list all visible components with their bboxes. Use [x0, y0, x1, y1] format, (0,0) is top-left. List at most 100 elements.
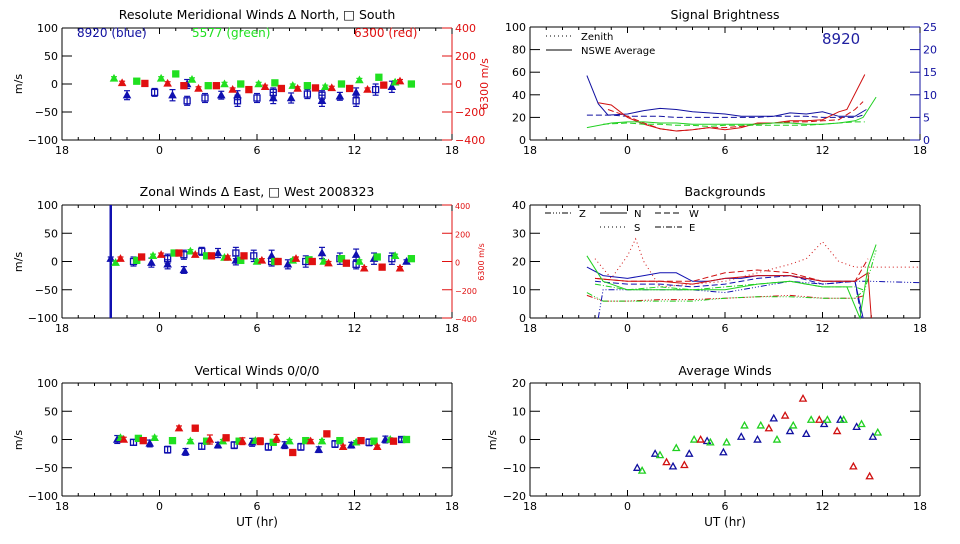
- vertical-panel: Vertical Winds 0/0/0 18 0 6 12 18−100−500501…: [12, 363, 459, 529]
- x-tick-label: 12: [348, 322, 362, 335]
- y-tick-label: 50: [44, 50, 58, 63]
- x-tick-label: 18: [913, 144, 927, 157]
- data-point-triangle: [213, 248, 223, 257]
- data-point-triangle: [150, 433, 159, 442]
- legend-w-label: W: [689, 209, 699, 220]
- x-tick-label: 18: [445, 500, 459, 513]
- data-point-square: [357, 436, 365, 445]
- y-tick-label: −10: [503, 462, 526, 475]
- data-point-triangle: [351, 250, 361, 258]
- data-point-square: [222, 434, 230, 442]
- data-point-square: [311, 84, 320, 92]
- data-point-triangle: [857, 419, 866, 428]
- zonal-panel: Zonal Winds Δ East, □ West 2008323 18 0 6 1…: [12, 184, 486, 335]
- data-point-square: [240, 252, 248, 260]
- data-point-triangle: [814, 415, 824, 423]
- data-point-triangle: [283, 259, 293, 268]
- data-point-square: [139, 436, 147, 445]
- y-tick-label: 10: [512, 405, 526, 418]
- data-point-triangle: [753, 434, 762, 443]
- data-point-triangle: [119, 434, 129, 443]
- data-point-triangle: [662, 457, 671, 466]
- y-tick-label: 40: [512, 89, 526, 102]
- data-point-triangle: [147, 258, 156, 266]
- data-point-triangle: [109, 73, 119, 82]
- data-point-triangle: [668, 461, 678, 470]
- data-point-triangle: [181, 447, 190, 456]
- y-tick-label: −50: [35, 106, 58, 119]
- data-point-triangle: [163, 259, 172, 268]
- data-point-square: [308, 257, 316, 266]
- data-point-triangle: [680, 460, 689, 469]
- data-point-triangle: [702, 436, 712, 445]
- data-point-square: [289, 448, 297, 457]
- y-tick-label: −50: [35, 462, 58, 475]
- data-point-triangle: [832, 426, 842, 435]
- annotation-6300-red: 6300 (red): [354, 26, 417, 40]
- y-tick-label: 0: [51, 256, 58, 269]
- data-point-triangle: [257, 255, 267, 264]
- data-point-square: [342, 259, 351, 267]
- x-tick-label: 0: [156, 144, 163, 157]
- y-tick-label: 20: [512, 256, 526, 269]
- legend-e-label: E: [689, 223, 695, 234]
- annotation-5577-green: 5577 (green): [192, 26, 270, 40]
- y2-tick-label: 400: [455, 22, 476, 35]
- legend-nswe-label: NSWE Average: [581, 46, 655, 57]
- data-point-triangle: [179, 265, 189, 274]
- data-point-triangle: [106, 254, 116, 262]
- series-line-5577-zenith: [603, 121, 865, 127]
- y-tick-label: 100: [37, 377, 58, 390]
- y-tick-label: −100: [28, 312, 58, 325]
- data-point-square: [303, 90, 312, 98]
- data-point-triangle: [395, 263, 405, 272]
- data-point-triangle: [254, 79, 263, 88]
- x-tick-label: 6: [254, 500, 261, 513]
- y2-tick-label: 200: [455, 230, 470, 239]
- data-point-triangle: [801, 429, 811, 438]
- data-point-triangle: [117, 78, 127, 87]
- data-point-triangle: [355, 75, 364, 84]
- data-point-triangle: [823, 415, 832, 423]
- data-point-triangle: [390, 251, 400, 260]
- y-tick-label: 0: [51, 434, 58, 447]
- data-point-square: [133, 77, 141, 85]
- data-point-square: [303, 82, 312, 90]
- data-point-triangle: [306, 436, 315, 445]
- y-tick-label: 0: [519, 434, 526, 447]
- data-point-triangle: [327, 83, 337, 92]
- data-point-triangle: [819, 419, 829, 428]
- data-point-square: [201, 94, 209, 102]
- data-point-square: [198, 442, 206, 450]
- x-tick-label: 12: [816, 322, 830, 335]
- y-tick-label: 20: [512, 377, 526, 390]
- average-ylabel: m/s: [486, 430, 499, 450]
- y-tick-label: 60: [512, 66, 526, 79]
- data-point-triangle: [233, 90, 242, 99]
- data-point-triangle: [288, 81, 298, 89]
- y-tick-label: 50: [44, 227, 58, 240]
- y2-tick-label: −200: [455, 287, 477, 296]
- x-tick-label: 18: [913, 322, 927, 335]
- y-tick-label: 20: [512, 111, 526, 124]
- series-line-8920-nswe: [586, 75, 867, 117]
- x-tick-label: 0: [156, 322, 163, 335]
- data-point-triangle: [637, 466, 647, 474]
- x-tick-label: 12: [348, 500, 362, 513]
- x-tick-label: 18: [445, 144, 459, 157]
- data-point-triangle: [798, 393, 808, 402]
- data-point-triangle: [317, 96, 327, 105]
- data-point-square: [198, 247, 206, 255]
- data-point-triangle: [387, 82, 397, 91]
- y-tick-label: 50: [44, 405, 58, 418]
- data-point-triangle: [163, 78, 172, 87]
- series-line-5577-z: [586, 250, 877, 302]
- x-tick-label: 6: [722, 144, 729, 157]
- zonal-ylabel: m/s: [12, 252, 25, 272]
- series-line-6300-zenith: [607, 101, 864, 132]
- data-point-triangle: [363, 85, 372, 93]
- data-point-square: [337, 80, 346, 88]
- x-tick-label: 18: [445, 322, 459, 335]
- meridional-ylabel: m/s: [12, 74, 25, 94]
